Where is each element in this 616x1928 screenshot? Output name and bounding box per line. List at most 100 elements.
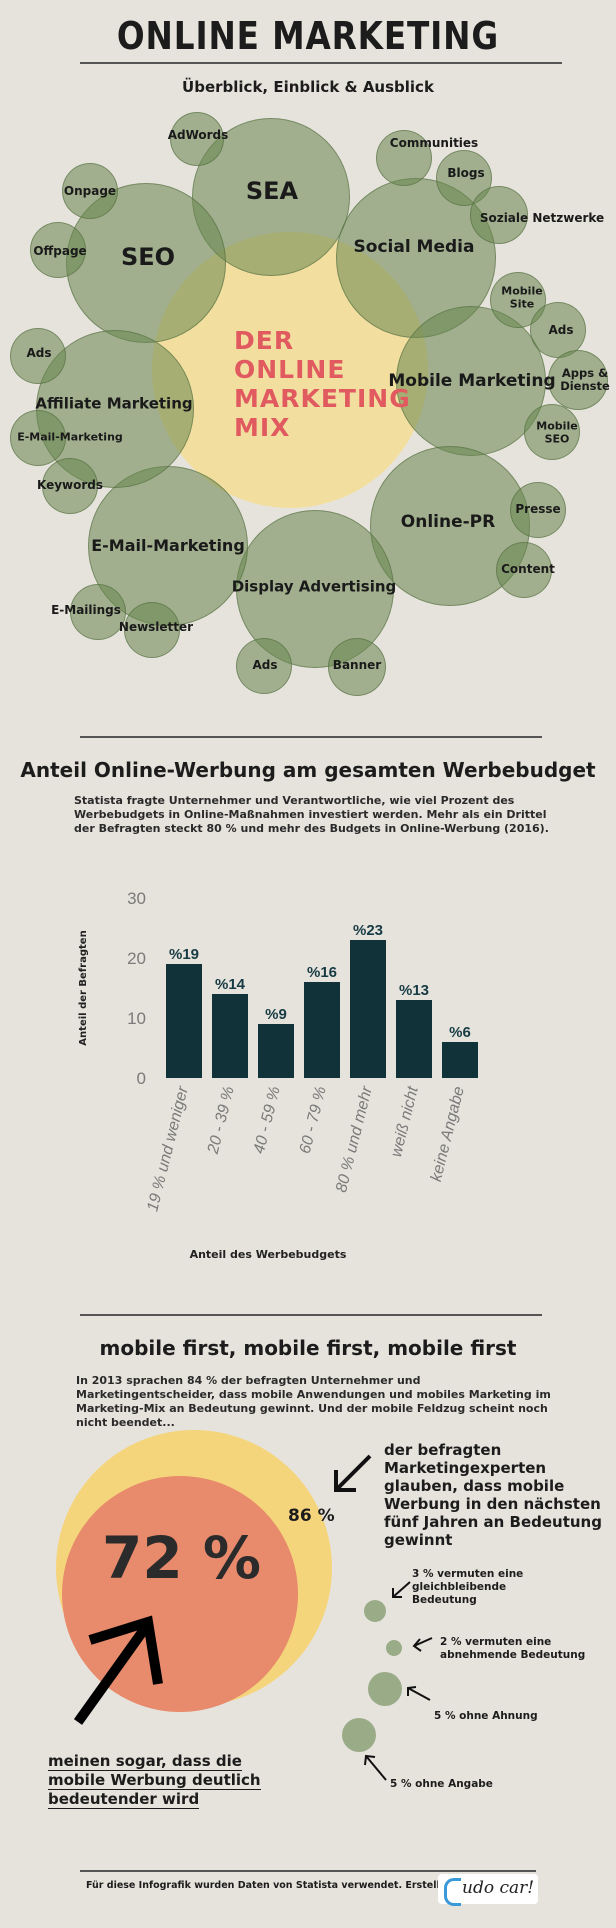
label-keywords: Keywords [36, 478, 104, 493]
marketing-mix-diagram: DER ONLINE MARKETING MIX SEA SEO Social … [0, 0, 616, 710]
mix-center-line: MARKETING [234, 384, 411, 413]
label-email-marketing: E-Mail-Marketing [91, 535, 245, 555]
logo[interactable]: udo car! [438, 1874, 538, 1906]
label-mobile-site-line: Site [509, 297, 535, 310]
note-line: Bedeutung [412, 1594, 477, 1606]
bubble-content [496, 542, 552, 598]
x-tick-label: 60 - 79 % [297, 1085, 330, 1156]
arrow-icon [412, 1637, 433, 1652]
bar-chart: 0 10 20 30 Anteil der Befragten %19 19 % und w… [78, 889, 478, 1261]
page-title: ONLINE MARKETING [116, 14, 500, 58]
bubble-adwords [170, 112, 224, 166]
bubble-newsletter [124, 602, 180, 658]
label-content: Content [501, 562, 555, 577]
note-ohne-ahnung: 5 % ohne Ahnung [434, 1710, 538, 1722]
mix-center-line: ONLINE [234, 355, 346, 384]
note-abnehmend: 2 % vermuten eine abnehmende Bedeutung [440, 1636, 585, 1662]
label-mobile-marketing: Mobile Marketing [388, 371, 556, 392]
bubble-3-percent [364, 1600, 386, 1622]
label-online-pr: Online-PR [400, 512, 496, 533]
bar [258, 1024, 294, 1078]
mix-center-text: DER ONLINE MARKETING MIX [234, 326, 411, 442]
label-ads-display: Ads [252, 658, 278, 673]
inner-circle-72 [62, 1476, 298, 1712]
inner-statement-line: meinen sogar, dass die [48, 1752, 242, 1771]
y-tick-label: 10 [127, 1009, 146, 1028]
mobile-section-text: In 2013 sprachen 84 % der befragten Unte… [76, 1374, 551, 1429]
data-label: %6 [449, 1024, 471, 1041]
page-subtitle: Überblick, Einblick & Ausblick [182, 78, 434, 96]
label-display-advertising: Display Advertising [231, 577, 397, 596]
note-ohne-angabe: 5 % ohne Angabe [390, 1778, 493, 1790]
arrow-icon [364, 1754, 387, 1781]
x-tick-label: 20 - 39 % [205, 1085, 238, 1157]
bar [212, 994, 248, 1078]
data-label: %14 [215, 976, 246, 993]
label-apps-dienste: Apps & Dienste [560, 365, 610, 393]
footer-divider [80, 1870, 536, 1872]
y-tick-label: 30 [127, 889, 146, 908]
inner-statement-line: bedeutender wird [48, 1790, 200, 1809]
x-tick-label: 19 % und weniger [144, 1084, 192, 1213]
bubble-communities [376, 130, 432, 186]
data-label: %19 [169, 946, 199, 963]
bar [350, 940, 386, 1078]
bubble-email-marketing-small [10, 410, 66, 466]
x-axis-label: Anteil des Werbebudgets [190, 1248, 347, 1261]
x-tick-label: weiß nicht [388, 1084, 422, 1159]
mobile-section-heading: mobile first, mobile first, mobile first [99, 1336, 517, 1360]
label-communities: Communities [389, 136, 479, 151]
bubble-offpage [30, 222, 86, 278]
data-label: %9 [265, 1006, 287, 1023]
y-axis-label: Anteil der Befragten [78, 930, 89, 1045]
label-social-media: Social Media [353, 237, 475, 258]
arrow-icon [407, 1686, 431, 1701]
x-tick-label: 80 % und mehr [333, 1084, 376, 1194]
label-offpage: Offpage [33, 244, 87, 259]
data-label: %23 [353, 922, 383, 939]
label-ads-mobile: Ads [548, 323, 574, 338]
big-arrow-icon [73, 1615, 163, 1725]
label-presse: Presse [515, 502, 561, 517]
label-sea: SEA [245, 177, 299, 206]
label-mobile-seo: Mobile SEO [536, 420, 577, 445]
bubble-banner [328, 638, 386, 696]
label-apps-line: Apps & [561, 365, 609, 380]
mix-center-line: DER [234, 326, 295, 355]
bar [166, 964, 202, 1078]
label-emailings: E-Mailings [51, 603, 121, 618]
note-line: 3 % vermuten eine gleichbleibende [412, 1568, 524, 1593]
outer-percent: 86 % [288, 1506, 335, 1526]
label-onpage: Onpage [63, 184, 117, 199]
note-line: abnehmende Bedeutung [440, 1649, 586, 1661]
x-tick-label: 40 - 59 % [251, 1085, 284, 1156]
arrow-icon [392, 1581, 411, 1598]
bar [396, 1000, 432, 1078]
y-tick-label: 20 [127, 949, 146, 968]
label-blogs: Blogs [447, 166, 485, 181]
label-adwords: AdWords [167, 128, 229, 143]
label-banner: Banner [332, 658, 382, 673]
label-mobile-site-line: Mobile [501, 284, 543, 298]
bar [442, 1042, 478, 1078]
label-mobile-site: Mobile Site [501, 285, 542, 310]
bubble-5-percent-angabe [342, 1718, 376, 1752]
mix-center-line: MIX [234, 413, 291, 442]
bubble-apps-dienste [548, 350, 608, 410]
bubble-mobile-marketing [396, 306, 546, 456]
label-email-marketing-small: E-Mail-Marketing [17, 430, 123, 444]
data-label: %13 [399, 982, 429, 999]
outer-statement: der befragten Marketingexperten glauben,… [384, 1441, 602, 1549]
bubble-2-percent [386, 1640, 402, 1656]
title-divider [80, 62, 562, 64]
bubble-onpage [62, 163, 118, 219]
inner-statement-line: mobile Werbung deutlich [48, 1771, 261, 1790]
logo-text: udo car! [462, 1878, 535, 1898]
inner-statement: meinen sogar, dass die mobile Werbung de… [48, 1752, 308, 1809]
bubble-ads-affiliate [10, 328, 66, 384]
x-tick-label: keine Angabe [428, 1085, 468, 1184]
y-tick-label: 0 [137, 1069, 146, 1088]
label-mobile-seo-line: Mobile [536, 419, 578, 433]
label-affiliate-marketing: Affiliate Marketing [35, 394, 193, 413]
inner-percent: 72 % [102, 1524, 262, 1592]
